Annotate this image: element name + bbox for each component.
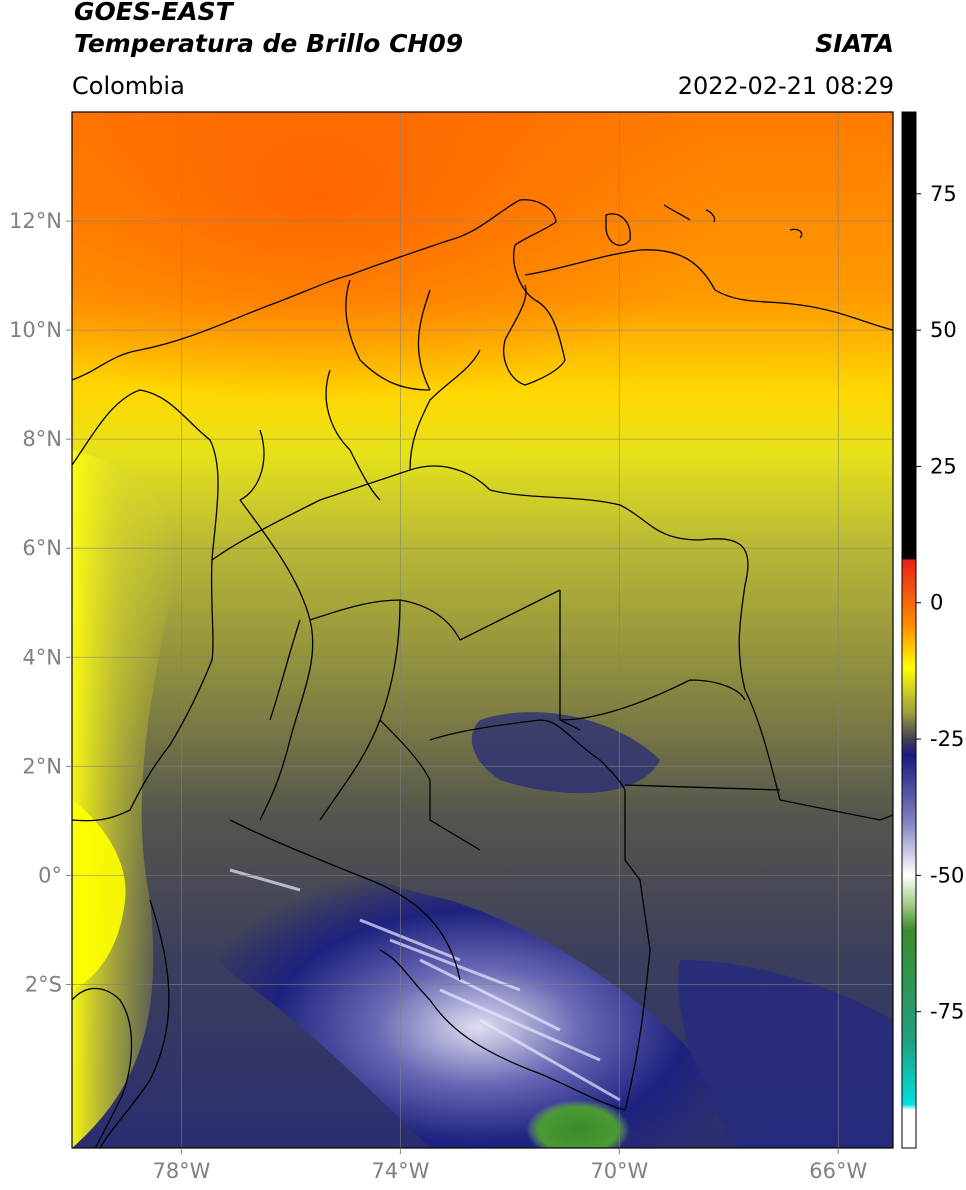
colorbar-ticks: 75 50 25 0 -25 -50 -75 [916,182,964,1024]
map-frame [71,111,894,1149]
colorbar-tick-label: -25 [930,727,964,751]
timestamp-label: 2022-02-21 08:29 [677,72,894,100]
longitude-ticks: 78°W 74°W 70°W 66°W [152,1148,867,1183]
colorbar-scale [901,111,917,1149]
colorbar-tick-label: 0 [930,591,943,615]
lat-tick-label: 4°N [22,645,62,669]
colorbar-tick-label: -50 [930,863,964,887]
latitude-ticks: 12°N 10°N 8°N 6°N 4°N 2°N 0° 2°S [9,209,72,996]
lon-tick-label: 74°W [371,1159,429,1183]
lat-tick-label: 0° [38,863,62,887]
brightness-temperature-field [72,112,893,1148]
brand-label: SIATA [815,29,894,58]
colorbar-tick-label: -75 [930,1000,964,1024]
lon-tick-label: 70°W [590,1159,648,1183]
lat-tick-label: 8°N [22,427,62,451]
lon-tick-label: 78°W [152,1159,210,1183]
lat-tick-label: 12°N [9,209,62,233]
region-label: Colombia [72,72,185,100]
lat-tick-label: 6°N [22,536,62,560]
lat-tick-label: 10°N [9,318,62,342]
colorbar-tick-label: 25 [930,454,957,478]
colorbar-tick-label: 50 [930,318,957,342]
title-product: Temperatura de Brillo CH09 [74,29,464,58]
colorbar [901,111,917,1149]
coastlines-and-borders [71,199,894,1149]
lat-tick-label: 2°S [25,972,62,996]
lat-tick-label: 2°N [22,754,62,778]
colorbar-tick-label: 75 [930,182,957,206]
title-satellite: GOES-EAST [74,0,233,26]
lon-tick-label: 66°W [809,1159,867,1183]
